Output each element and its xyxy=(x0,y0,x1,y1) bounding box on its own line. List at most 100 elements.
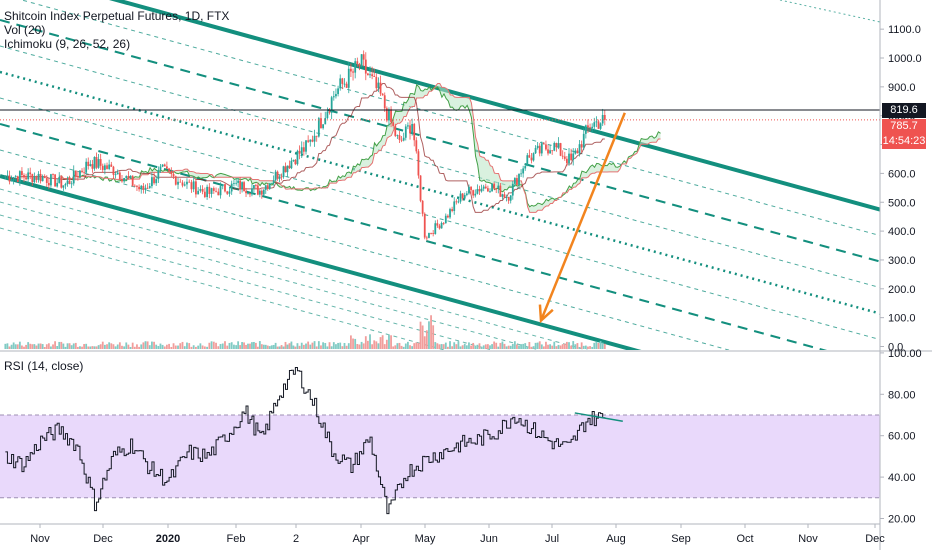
volume-bar xyxy=(507,345,510,349)
candle-body xyxy=(37,173,40,180)
candle-body xyxy=(131,175,134,186)
volume-bar xyxy=(495,342,498,349)
ichimoku-legend[interactable]: Ichimoku (9, 26, 52, 26) xyxy=(4,37,131,51)
candle-body xyxy=(274,171,277,181)
candle-body xyxy=(183,184,186,186)
rsi-axis-label: 20.00 xyxy=(888,514,916,526)
price-axis-label: 500.0 xyxy=(888,197,916,209)
candle-body xyxy=(360,54,363,67)
volume-bar xyxy=(112,344,115,349)
volume-bar xyxy=(315,346,318,349)
volume-bar xyxy=(385,339,388,349)
candle-body xyxy=(559,143,562,156)
volume-bar xyxy=(540,344,543,349)
volume-bar xyxy=(118,342,121,349)
channel-outer-line[interactable] xyxy=(0,201,880,444)
price-axis[interactable]: 0.0100.0200.0300.0400.0500.0600.0700.080… xyxy=(880,24,922,354)
candle-body xyxy=(540,143,543,154)
volume-bar xyxy=(155,344,158,349)
candle-body xyxy=(210,188,213,194)
candle-body xyxy=(192,181,195,190)
time-axis[interactable]: Nov Dec 2020 Feb 2 Apr May Jun Jul Aug Sep Oct Nov De… xyxy=(30,524,885,545)
volume-bar xyxy=(421,325,424,349)
channel-inner-line[interactable] xyxy=(0,123,880,366)
candle-body xyxy=(551,150,554,152)
rsi-band xyxy=(0,415,880,498)
channel-outer-line[interactable] xyxy=(0,214,880,457)
candle-body xyxy=(335,94,337,97)
candle-body xyxy=(362,54,365,60)
candle-body xyxy=(95,157,98,168)
candle-body xyxy=(163,164,166,167)
chart-title[interactable]: Shitcoin Index Perpetual Futures, 1D, FT… xyxy=(4,9,230,23)
candle-body xyxy=(423,213,426,238)
volume-bar xyxy=(172,343,175,349)
regression-channel xyxy=(0,0,880,457)
candle-body xyxy=(507,196,510,201)
candle-body xyxy=(237,180,240,183)
channel-inner-line[interactable] xyxy=(0,149,880,392)
rsi-axis[interactable]: 20.00 40.00 60.00 80.00 100.00 xyxy=(880,348,922,526)
volume-bar xyxy=(14,344,17,349)
channel-top-line[interactable] xyxy=(779,0,880,23)
candle-body xyxy=(195,181,197,195)
candle-body xyxy=(197,190,200,195)
channel-outer-line[interactable] xyxy=(0,188,880,431)
channel-inner-line[interactable] xyxy=(0,0,880,237)
channel-inner-line[interactable] xyxy=(0,45,880,289)
projection-arrow-head[interactable] xyxy=(538,304,554,324)
candle-body xyxy=(516,178,518,185)
candle-body xyxy=(298,150,301,154)
candle-body xyxy=(54,174,56,187)
candle-body xyxy=(528,155,531,158)
volume-bar xyxy=(511,343,514,349)
candle-body xyxy=(21,171,23,176)
volume-bar xyxy=(568,342,570,349)
volume-bar xyxy=(566,341,568,349)
candle-body xyxy=(138,186,140,190)
volume-bar xyxy=(444,342,447,349)
volume-bar xyxy=(249,343,251,349)
candle-body xyxy=(388,109,390,121)
rsi-divergence-line[interactable] xyxy=(574,412,623,422)
volume-bar xyxy=(513,341,516,349)
volume-bar xyxy=(574,344,577,349)
volume-bar xyxy=(37,343,40,349)
volume-bar xyxy=(153,341,155,349)
volume-bar xyxy=(181,341,184,349)
channel-lower-line[interactable] xyxy=(0,174,880,418)
candle-body xyxy=(155,179,158,184)
candle-body xyxy=(140,185,143,190)
candle-body xyxy=(264,185,267,190)
candle-body xyxy=(110,164,113,167)
candle-body xyxy=(199,188,202,191)
volume-bar xyxy=(341,346,344,349)
volume-bar xyxy=(278,346,281,349)
volume-bar xyxy=(123,346,126,349)
volume-bar xyxy=(298,345,301,349)
candle-body xyxy=(101,165,104,170)
time-axis-label: May xyxy=(415,533,436,545)
volume-bar xyxy=(381,335,384,349)
candle-body xyxy=(29,172,32,175)
channel-median-line[interactable] xyxy=(0,70,880,315)
volume-bar xyxy=(311,342,314,349)
volume-legend[interactable]: Vol (20) xyxy=(4,23,46,37)
volume-bar xyxy=(356,344,359,349)
candle-body xyxy=(570,153,573,161)
volume-bar xyxy=(64,346,67,349)
channel-inner-line[interactable] xyxy=(0,97,880,341)
projection-arrow-line[interactable] xyxy=(539,112,626,322)
volume-bar xyxy=(251,342,253,349)
candle-body xyxy=(572,153,575,161)
volume-bar xyxy=(116,344,119,349)
candle-body xyxy=(404,126,407,138)
rsi-legend[interactable]: RSI (14, close) xyxy=(4,359,84,373)
volume-bar xyxy=(345,345,348,349)
candle-body xyxy=(447,215,449,218)
candle-body xyxy=(530,157,533,161)
volume-bar xyxy=(430,315,432,349)
time-axis-label: Nov xyxy=(798,533,818,545)
price-axis-label: 1000.0 xyxy=(888,53,922,65)
volume-bar xyxy=(254,342,257,349)
